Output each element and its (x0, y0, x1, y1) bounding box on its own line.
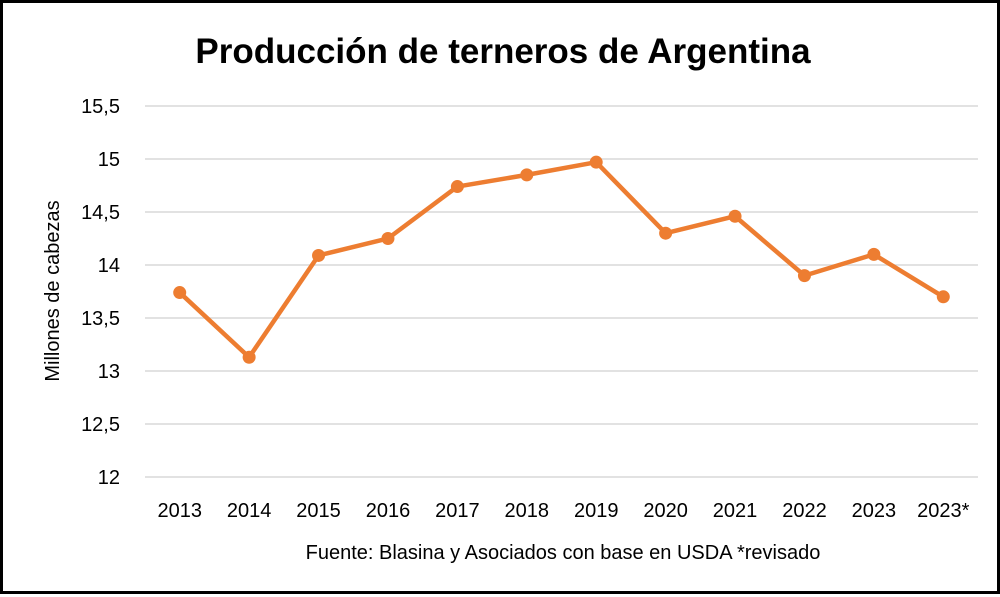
x-tick-label-1: 2014 (227, 500, 272, 522)
x-tick-label-3: 2016 (366, 500, 411, 522)
data-point-2016 (381, 232, 395, 245)
y-tick-label-3: 13,5 (81, 308, 120, 330)
data-point-2020 (659, 226, 673, 240)
data-point-2015 (312, 248, 326, 262)
x-tick-label-11: 2023* (917, 500, 969, 522)
x-tick-label-8: 2021 (713, 500, 758, 522)
y-axis-tick-labels: 12 12,5 13 13,5 14 14,5 15 15,5 (81, 96, 120, 489)
x-tick-label-2: 2015 (296, 500, 341, 522)
chart-title: Producción de terneros de Argentina (195, 32, 811, 71)
x-tick-label-4: 2017 (435, 500, 480, 522)
data-point-2023* (936, 290, 950, 304)
data-point-2017 (450, 180, 464, 194)
y-tick-label-5: 14,5 (81, 202, 120, 224)
x-tick-label-7: 2020 (643, 500, 688, 522)
x-tick-label-9: 2022 (782, 500, 827, 522)
x-tick-label-0: 2013 (157, 500, 202, 522)
gridlines (145, 105, 978, 478)
y-tick-label-4: 14 (98, 255, 120, 277)
data-point-2023 (867, 247, 881, 261)
y-tick-label-6: 15 (98, 149, 120, 171)
data-point-2019 (589, 155, 603, 169)
series-line-0 (177, 159, 946, 360)
x-tick-label-5: 2018 (505, 500, 550, 522)
data-point-2018 (520, 168, 534, 182)
series-layer (173, 155, 950, 364)
y-tick-label-7: 15,5 (81, 96, 120, 118)
data-point-2013 (173, 286, 187, 300)
chart-svg: Producción de terneros de Argentina Mill… (42, 32, 978, 564)
y-tick-label-0: 12 (98, 467, 120, 489)
y-tick-label-2: 13 (98, 361, 120, 383)
x-tick-label-10: 2023 (852, 500, 897, 522)
data-point-2021 (728, 209, 742, 223)
y-tick-label-1: 12,5 (81, 414, 120, 436)
x-axis-tick-labels: 2013 2014 2015 2016 2017 2018 2019 2020 2021 2022… (157, 500, 969, 522)
data-point-2022 (797, 269, 811, 283)
data-point-2014 (242, 350, 256, 364)
chart-caption: Fuente: Blasina y Asociados con base en … (306, 542, 821, 564)
x-tick-label-6: 2019 (574, 500, 619, 522)
y-axis-title: Millones de cabezas (42, 200, 64, 381)
